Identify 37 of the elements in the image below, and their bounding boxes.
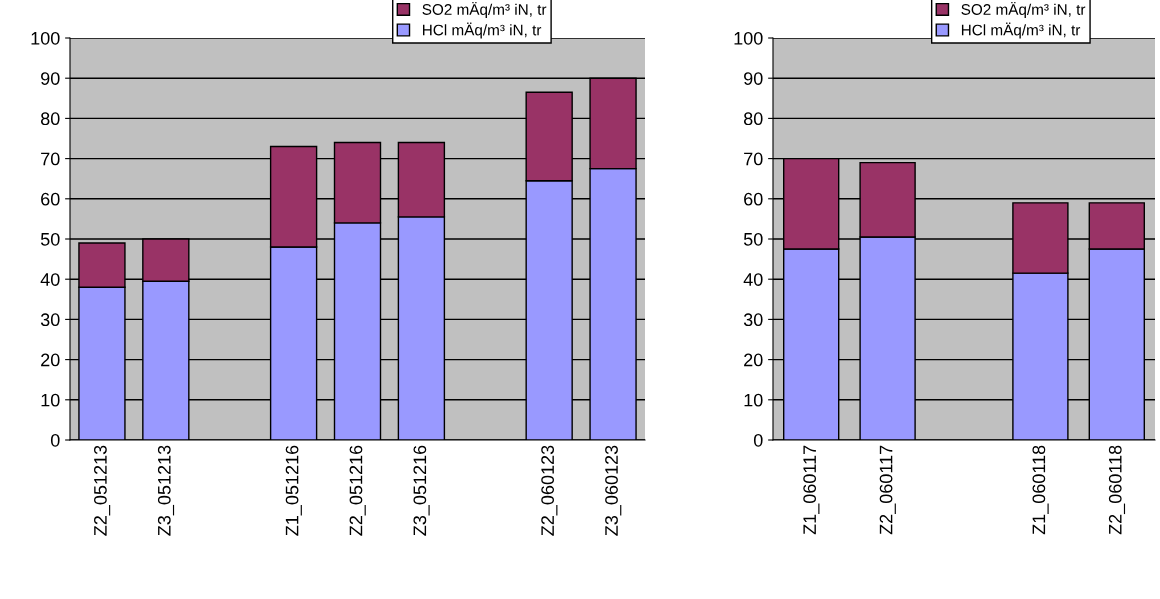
y-tick-label: 60 [744,192,763,206]
y-tick-label: 50 [743,232,763,246]
legend-label: SO2 mÄq/m³ iN, tr [961,1,1086,18]
x-tick-label: Z2_051213 [94,445,111,536]
y-tick-label: 10 [41,393,60,407]
y-tick-label: 30 [40,313,60,327]
legend-label: SO2 mÄq/m³ iN, tr [422,1,547,18]
y-tick-label: 40 [40,273,60,286]
x-tick-label: Z1_060118 [1032,445,1049,535]
x-tick-label: Z1_060117 [803,445,820,535]
x-tick-label: Z2_051216 [349,445,366,536]
x-tick-label: Z2_060118 [1108,445,1126,535]
y-tick-label: 90 [744,72,763,85]
legend-label: HCl mÄq/m³ iN, tr [961,22,1081,39]
y-tick-label: 20 [41,353,60,367]
y-tick-label: 50 [40,232,60,246]
y-tick-label: 100 [734,31,763,45]
x-tick-label: Z3_051216 [413,445,430,536]
y-tick-label: 40 [743,273,763,286]
y-tick-label: 20 [744,353,763,367]
y-tick-label: 100 [31,31,60,45]
x-tick-label: Z3_051213 [157,445,175,536]
x-tick-label: Z2_060123 [541,445,558,536]
y-tick-label: 80 [743,112,763,126]
y-tick-label: 0 [50,433,60,447]
y-tick-label: 0 [753,433,763,447]
x-tick-label: Z1_051216 [285,445,302,536]
x-tick-label: Z2_060117 [879,445,896,535]
y-tick-label: 30 [743,313,763,327]
y-tick-label: 60 [41,192,60,206]
y-tick-label: 70 [41,152,60,166]
x-tick-label: Z3_060123 [605,445,622,536]
y-tick-label: 80 [40,112,60,126]
legend-label: HCl mÄq/m³ iN, tr [423,22,542,39]
y-tick-label: 10 [744,393,763,407]
y-tick-label: 90 [41,72,60,85]
y-tick-label: 70 [744,152,763,166]
